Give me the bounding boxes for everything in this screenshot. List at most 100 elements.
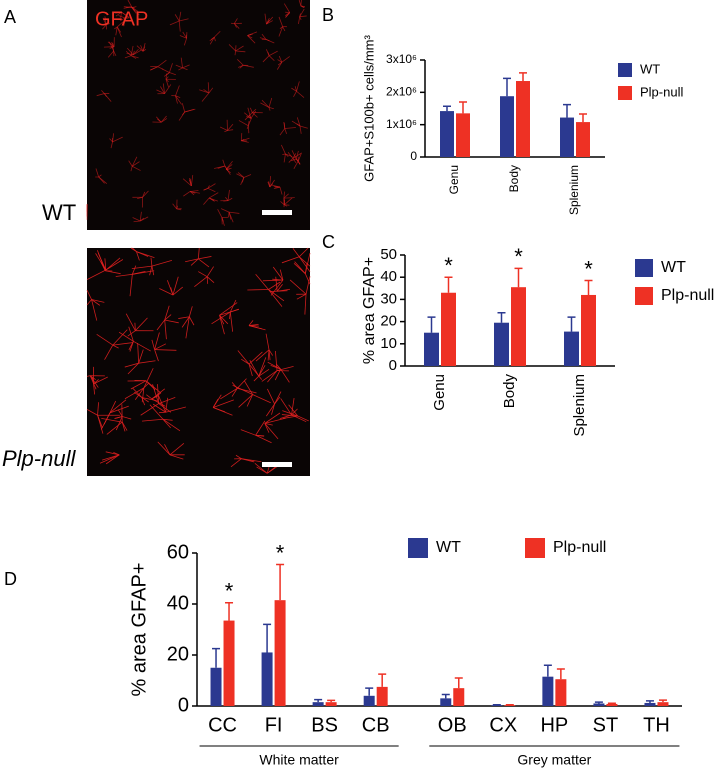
decor (154, 349, 159, 362)
decor (128, 341, 134, 351)
decor (240, 429, 256, 436)
decor (262, 55, 270, 63)
significance-marker: * (584, 256, 593, 281)
decor (264, 412, 281, 424)
bar (516, 81, 530, 157)
decor (164, 305, 170, 321)
decor (281, 56, 290, 63)
decor (130, 55, 137, 59)
legend-swatch (635, 259, 653, 277)
decor (239, 64, 244, 69)
error-bar (276, 563, 285, 601)
error-bar (645, 700, 654, 703)
decor (151, 339, 155, 350)
decor (236, 59, 244, 66)
decor (113, 451, 120, 456)
bar (261, 652, 273, 706)
decor (278, 26, 284, 37)
decor (305, 276, 311, 295)
decor (219, 126, 228, 131)
decor (124, 387, 145, 400)
decor (169, 72, 176, 76)
error-bar (327, 699, 336, 703)
decor (179, 18, 189, 22)
decor (291, 398, 295, 415)
decor (178, 20, 181, 32)
significance-marker: * (514, 244, 523, 269)
decor (136, 251, 140, 261)
decor (109, 41, 115, 52)
error-bar (503, 77, 511, 97)
legend-swatch (408, 538, 428, 558)
decor (183, 191, 191, 197)
decor (115, 26, 118, 36)
error-bar (378, 673, 387, 687)
decor (289, 279, 307, 295)
decor (243, 64, 254, 68)
y-tick-label: 0 (178, 694, 189, 716)
bar (325, 702, 337, 706)
decor (299, 13, 301, 17)
stain-label: GFAP (95, 8, 148, 30)
y-axis-label: % area GFAP+ (361, 257, 378, 364)
bar (581, 294, 596, 366)
decor (284, 127, 296, 129)
decor (296, 117, 301, 127)
decor (248, 320, 254, 326)
decor (122, 416, 132, 420)
decor (190, 258, 199, 266)
decor (188, 306, 193, 317)
decor (157, 441, 171, 456)
decor (260, 102, 270, 108)
decor (246, 125, 249, 130)
decor (274, 391, 282, 405)
decor (258, 368, 270, 377)
x-tick-label: Genu (447, 165, 461, 194)
decor (105, 454, 120, 465)
x-tick-label: CX (489, 714, 517, 736)
decor (132, 49, 142, 56)
decor (229, 299, 237, 313)
decor (252, 394, 271, 404)
decor (227, 123, 234, 131)
decor (99, 454, 120, 464)
decor (247, 117, 252, 126)
bar (564, 331, 579, 366)
decor (285, 153, 293, 157)
decor (139, 211, 142, 222)
decor (155, 116, 162, 123)
decor (118, 409, 123, 417)
decor (280, 368, 290, 383)
decor (213, 37, 216, 42)
decor (97, 253, 107, 271)
decor (271, 403, 275, 415)
decor (280, 398, 292, 416)
decor (133, 220, 141, 223)
decor (159, 288, 174, 296)
decor (91, 299, 101, 306)
decor (283, 121, 286, 129)
decor (181, 103, 186, 113)
decor (182, 31, 187, 39)
decor (176, 208, 182, 211)
decor (252, 112, 258, 118)
bar (542, 676, 554, 706)
decor (217, 165, 226, 169)
decor (149, 404, 164, 420)
decor (238, 120, 249, 127)
decor (172, 203, 178, 210)
decor (283, 153, 286, 163)
decor (109, 138, 113, 143)
decor (121, 421, 126, 432)
decor (278, 16, 284, 27)
x-tick-label: CB (362, 714, 390, 736)
decor (258, 365, 266, 377)
error-bar (563, 103, 571, 118)
decor (304, 294, 307, 315)
decor (89, 375, 99, 388)
decor (114, 416, 123, 419)
micrograph-plp-null (86, 247, 311, 476)
decor (107, 50, 114, 58)
decor (158, 403, 172, 413)
